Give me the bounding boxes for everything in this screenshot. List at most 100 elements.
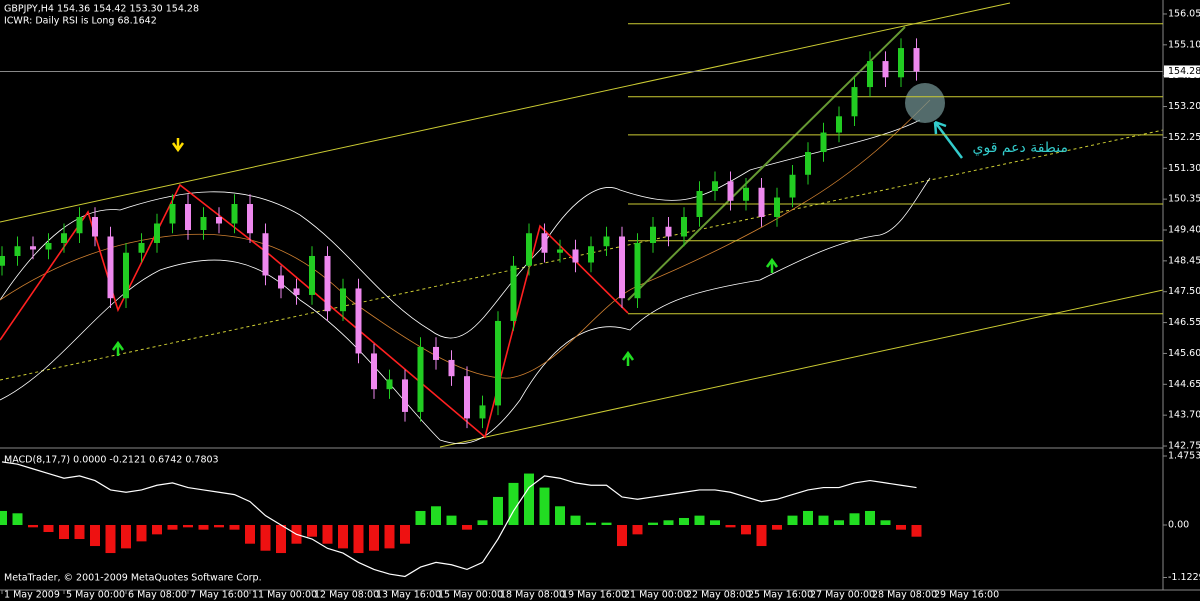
- candle-body: [541, 233, 548, 253]
- candle-body: [216, 217, 222, 224]
- histogram-bar: [555, 506, 565, 525]
- histogram-bar: [493, 496, 503, 525]
- candle-body: [154, 223, 160, 243]
- candle-body: [634, 242, 641, 299]
- y-tick-label: 151.30: [1168, 163, 1200, 174]
- histogram-bar: [105, 524, 116, 554]
- candle-body: [588, 246, 594, 263]
- candle-body: [123, 252, 129, 299]
- x-tick-label: 7 May 16:00: [190, 590, 249, 601]
- histogram-bar: [431, 506, 441, 525]
- candle-body: [45, 242, 52, 250]
- candle-body: [696, 191, 703, 218]
- histogram-bar: [880, 520, 891, 525]
- last-price-label: 154.28: [1168, 66, 1200, 77]
- last-price-box: [1164, 65, 1200, 78]
- y-tick-label: 0.00: [1168, 519, 1189, 530]
- y-tick-label: 148.45: [1168, 255, 1200, 266]
- histogram-bar: [90, 524, 100, 547]
- candle-body: [169, 204, 176, 224]
- histogram-bar: [524, 473, 534, 525]
- histogram-bar: [508, 482, 519, 525]
- candle-body: [107, 236, 114, 299]
- trend-line: [627, 26, 906, 301]
- histogram-bar: [477, 520, 488, 525]
- y-tick-label: 152.25: [1168, 132, 1200, 143]
- candle-body: [743, 187, 749, 201]
- candle-body: [61, 233, 67, 243]
- x-tick-label: 13 May 16:00: [376, 590, 441, 601]
- candle-body: [913, 48, 920, 72]
- candle-body: [774, 197, 780, 218]
- y-tick-label: 142.75: [1168, 441, 1200, 452]
- candle-body: [510, 265, 517, 321]
- candle-body: [76, 217, 83, 234]
- histogram-bar: [911, 524, 922, 537]
- y-tick-label: 146.55: [1168, 317, 1200, 328]
- candle-body: [603, 236, 610, 247]
- candle-body: [324, 255, 331, 312]
- candle-body: [14, 246, 21, 256]
- x-tick-label: 6 May 08:00: [128, 590, 187, 601]
- histogram-bar: [601, 522, 612, 525]
- candle-body: [355, 288, 362, 354]
- histogram-bar: [384, 524, 395, 549]
- histogram-bar: [849, 513, 860, 525]
- histogram-bar: [803, 510, 813, 525]
- candle-body: [293, 288, 300, 295]
- histogram-bar: [648, 522, 658, 525]
- histogram-bar: [59, 524, 69, 540]
- candle-body: [138, 242, 145, 253]
- x-tick-label: 1 May 2009: [4, 590, 60, 601]
- histogram-bar: [229, 524, 240, 530]
- band-lower: [0, 177, 931, 444]
- histogram-bar: [710, 520, 720, 525]
- candle-body: [727, 181, 734, 201]
- channel-lower: [439, 289, 1164, 448]
- histogram-bar: [415, 510, 426, 525]
- histogram-bar: [865, 510, 875, 525]
- y-tick-label: 155.10: [1168, 39, 1200, 50]
- buy-arrow: [621, 350, 635, 366]
- x-tick-label: 28 May 08:00: [872, 590, 937, 601]
- candle-body: [262, 233, 269, 276]
- histogram-bar: [307, 524, 317, 537]
- candle-body: [898, 48, 904, 78]
- candle-body: [867, 61, 873, 88]
- channel-upper: [0, 2, 1011, 223]
- candle-body: [479, 405, 486, 419]
- histogram-bar: [539, 487, 550, 525]
- histogram-bar: [741, 524, 751, 535]
- histogram-bar: [152, 524, 162, 535]
- y-tick-label: 143.70: [1168, 410, 1200, 421]
- x-tick-label: 22 May 08:00: [686, 590, 751, 601]
- candle-body: [0, 255, 5, 266]
- candle-body: [805, 152, 811, 175]
- y-tick-label: 153.20: [1168, 101, 1200, 112]
- y-tick-label: 144.65: [1168, 379, 1200, 390]
- histogram-bar: [12, 513, 23, 525]
- y-tick-label: 150.35: [1168, 194, 1200, 205]
- histogram-bar: [322, 524, 333, 544]
- candle-body: [200, 217, 207, 230]
- histogram-bar: [663, 520, 674, 525]
- histogram-bar: [818, 515, 829, 525]
- candle-body: [619, 236, 625, 299]
- x-tick-label: 11 May 00:00: [252, 590, 317, 601]
- histogram-bar: [276, 524, 286, 554]
- histogram-bar: [183, 524, 193, 528]
- x-tick-label: 27 May 00:00: [810, 590, 875, 601]
- histogram-bar: [694, 515, 705, 525]
- x-tick-label: 19 May 16:00: [562, 590, 627, 601]
- histogram-bar: [400, 524, 410, 544]
- candle-body: [185, 204, 191, 230]
- histogram-bar: [632, 524, 643, 535]
- candle-body: [386, 379, 393, 390]
- histogram-bar: [338, 524, 348, 549]
- candle-body: [278, 275, 284, 289]
- y-tick-label: 147.50: [1168, 286, 1200, 297]
- candle-body: [495, 320, 501, 406]
